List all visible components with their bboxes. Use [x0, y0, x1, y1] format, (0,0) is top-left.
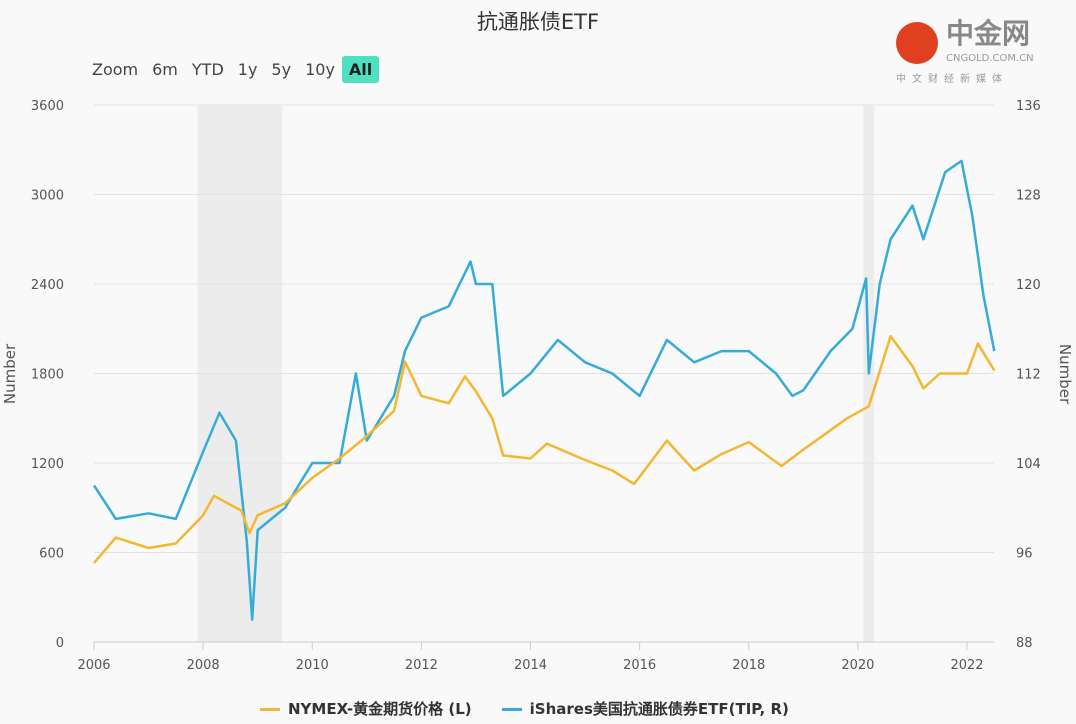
legend-item-gold[interactable]: NYMEX-黄金期货价格 (L)	[260, 698, 472, 719]
legend-item-tip[interactable]: iShares美国抗通胀债券ETF(TIP, R)	[501, 698, 789, 719]
logo-icon	[896, 22, 938, 64]
y-right-tick-label: 96	[1016, 547, 1033, 562]
series-line-tip	[92, 159, 996, 621]
x-tick-label: 2016	[623, 658, 656, 673]
y-left-tick-label: 3000	[31, 189, 64, 204]
y-right-tick-label: 104	[1016, 457, 1041, 472]
chart-title: 抗通胀债ETF	[476, 10, 600, 34]
watermark-logo: 中金网 CNGOLD.COM.CN 中文财经新媒体	[896, 18, 1071, 94]
x-tick-label: 2018	[732, 658, 765, 673]
x-tick-label: 2006	[77, 658, 110, 673]
zoom-5y-button[interactable]: 5y	[271, 60, 292, 79]
y-right-tick-label: 136	[1016, 99, 1041, 114]
zoom-bar: Zoom 6m YTD 1y 5y 10y All	[85, 56, 380, 83]
zoom-10y-button[interactable]: 10y	[305, 60, 335, 79]
logo-name: 中金网	[946, 17, 1031, 50]
y-right-tick-label: 112	[1016, 368, 1041, 383]
x-tick-label: 2008	[187, 658, 220, 673]
zoom-ytd-button[interactable]: YTD	[191, 60, 224, 79]
x-tick-label: 2010	[296, 658, 329, 673]
y-left-tick-label: 2400	[31, 278, 64, 293]
legend-label: NYMEX-黄金期货价格 (L)	[288, 700, 472, 718]
x-tick-label: 2020	[841, 658, 874, 673]
x-tick-label: 2012	[405, 658, 438, 673]
y-left-tick-label: 600	[39, 547, 64, 562]
y-right-tick-label: 128	[1016, 189, 1041, 204]
logo-tagline: 中文财经新媒体	[896, 74, 1008, 85]
legend-swatch	[501, 708, 522, 711]
y-right-tick-label: 88	[1016, 636, 1033, 651]
legend-swatch	[260, 708, 280, 711]
x-tick-label: 2022	[950, 658, 983, 673]
legend: NYMEX-黄金期货价格 (L) iShares美国抗通胀债券ETF(TIP, …	[260, 698, 789, 719]
y-left-tick-label: 1200	[31, 457, 64, 472]
series-line-gold	[93, 334, 996, 564]
y-right-tick-label: 120	[1016, 278, 1041, 293]
zoom-1y-button[interactable]: 1y	[237, 60, 258, 79]
zoom-6m-button[interactable]: 6m	[152, 60, 178, 79]
y-left-tick-label: 0	[56, 636, 64, 651]
x-tick-label: 2014	[514, 658, 547, 673]
y-right-axis-title: Number	[1056, 344, 1074, 405]
zoom-label: Zoom	[92, 60, 139, 79]
y-left-tick-label: 3600	[31, 99, 64, 114]
y-left-axis-title: Number	[1, 343, 19, 404]
logo-domain: CNGOLD.COM.CN	[946, 53, 1034, 64]
zoom-all-button[interactable]: All	[341, 56, 380, 83]
legend-label: iShares美国抗通胀债券ETF(TIP, R)	[529, 700, 789, 718]
y-left-tick-label: 1800	[31, 368, 64, 383]
